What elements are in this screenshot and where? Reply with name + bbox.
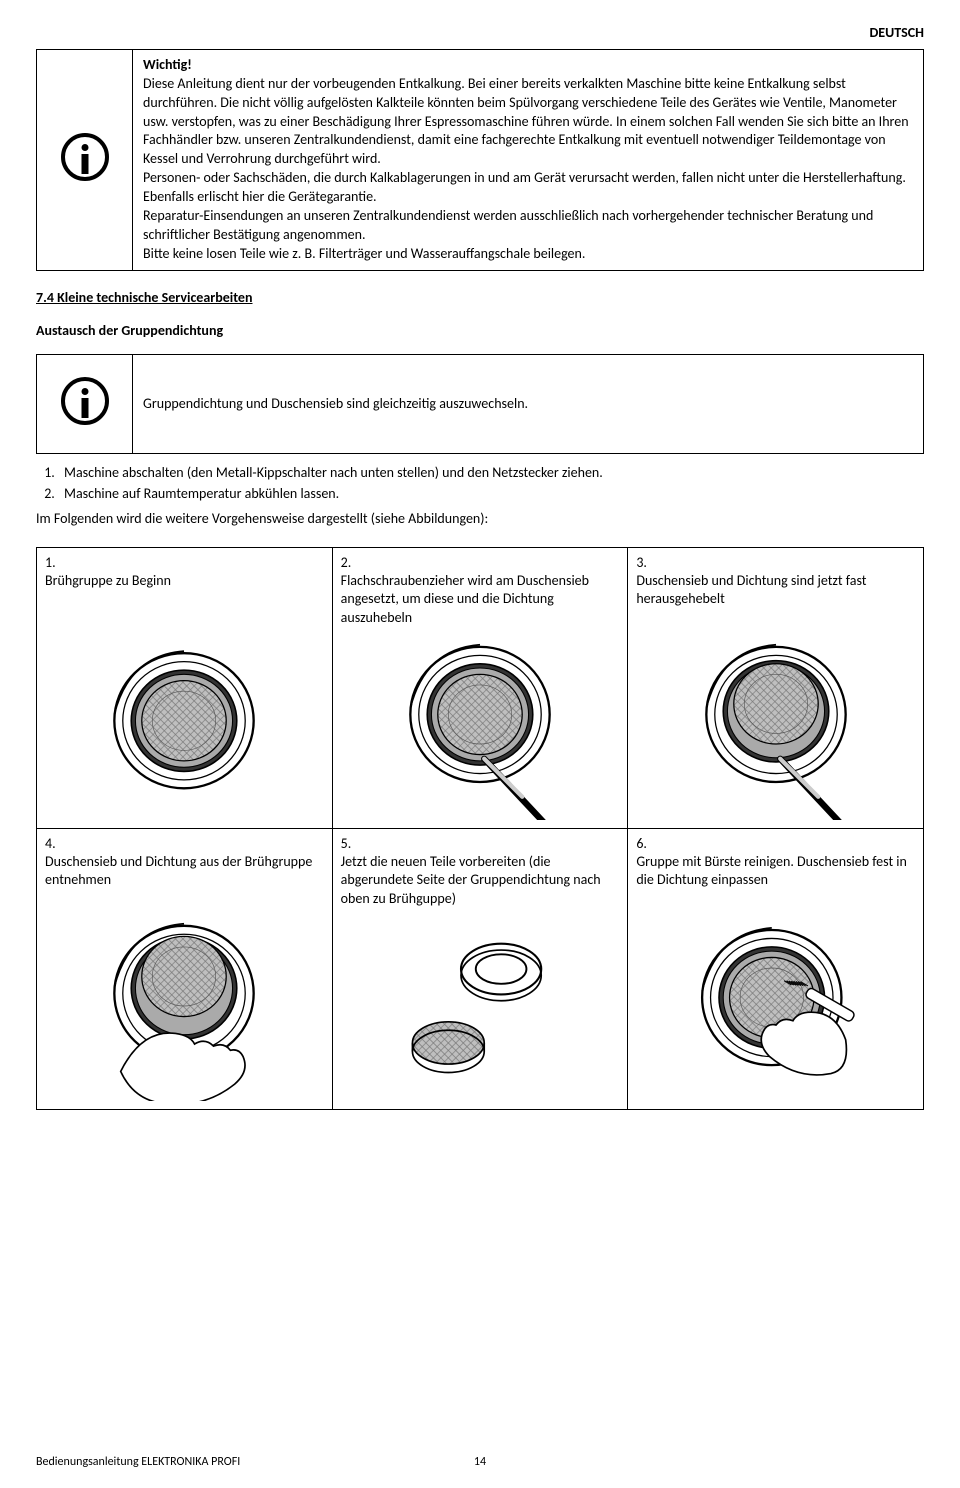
steps-grid: 1. Brühgruppe zu Beginn 2. Flachschraube…	[36, 547, 924, 1110]
list-item: Maschine abschalten (den Metall-Kippscha…	[58, 464, 924, 483]
step-text: Duschensieb und Dichtung sind jetzt fast…	[636, 572, 866, 607]
step-cell: 2. Flachschraubenzieher wird am Duschens…	[333, 548, 629, 829]
step-number: 4.	[45, 835, 56, 852]
followup-text: Im Folgenden wird die weitere Vorgehensw…	[36, 510, 924, 529]
step-label: 6. Gruppe mit Bürste reinigen. Duschensi…	[636, 835, 915, 911]
step-cell: 6. Gruppe mit Bürste reinigen. Duschensi…	[628, 829, 924, 1110]
warning-body: Diese Anleitung dient nur der vorbeugend…	[143, 75, 909, 262]
info-box: Gruppendichtung und Duschensieb sind gle…	[36, 354, 924, 454]
step-label: 3. Duschensieb und Dichtung sind jetzt f…	[636, 554, 915, 630]
step-illustration	[661, 911, 891, 1101]
step-image	[45, 630, 324, 820]
step-cell: 5. Jetzt die neuen Teile vorbereiten (di…	[333, 829, 629, 1110]
page-footer: Bedienungsanleitung ELEKTRONIKA PROFI 14	[36, 1454, 924, 1470]
step-image	[341, 911, 620, 1101]
step-image	[636, 630, 915, 820]
step-text: Gruppe mit Bürste reinigen. Duschensieb …	[636, 853, 907, 888]
warning-box: Wichtig! Diese Anleitung dient nur der v…	[36, 49, 924, 271]
warning-title: Wichtig!	[143, 56, 192, 73]
footer-page-number: 14	[474, 1454, 486, 1470]
step-number: 1.	[45, 554, 56, 571]
step-text: Brühgruppe zu Beginn	[45, 572, 171, 589]
subsection-heading: Austausch der Gruppendichtung	[36, 322, 924, 341]
info-icon-cell	[37, 355, 133, 454]
step-image	[45, 911, 324, 1101]
step-cell: 3. Duschensieb und Dichtung sind jetzt f…	[628, 548, 924, 829]
list-item: Maschine auf Raumtemperatur abkühlen las…	[58, 485, 924, 504]
info-text: Gruppendichtung und Duschensieb sind gle…	[133, 355, 924, 454]
step-illustration	[365, 630, 595, 820]
step-illustration	[69, 630, 299, 820]
info-icon	[61, 377, 109, 425]
warning-icon-cell	[37, 49, 133, 270]
language-header: DEUTSCH	[36, 24, 924, 43]
step-illustration	[365, 911, 595, 1101]
step-number: 5.	[341, 835, 352, 852]
step-text: Jetzt die neuen Teile vorbereiten (die a…	[341, 853, 601, 906]
step-image	[636, 911, 915, 1101]
info-icon	[61, 133, 109, 181]
step-cell: 4. Duschensieb und Dichtung aus der Brüh…	[37, 829, 333, 1110]
step-prep-list: Maschine abschalten (den Metall-Kippscha…	[58, 464, 924, 504]
step-text: Duschensieb und Dichtung aus der Brühgru…	[45, 853, 312, 888]
warning-text-cell: Wichtig! Diese Anleitung dient nur der v…	[133, 49, 924, 270]
step-illustration	[69, 911, 299, 1101]
step-label: 1. Brühgruppe zu Beginn	[45, 554, 324, 630]
section-7-4-heading: 7.4 Kleine technische Servicearbeiten	[36, 289, 924, 308]
step-number: 2.	[341, 554, 352, 571]
step-illustration	[661, 630, 891, 820]
step-label: 2. Flachschraubenzieher wird am Duschens…	[341, 554, 620, 630]
step-label: 5. Jetzt die neuen Teile vorbereiten (di…	[341, 835, 620, 911]
step-label: 4. Duschensieb und Dichtung aus der Brüh…	[45, 835, 324, 911]
footer-left: Bedienungsanleitung ELEKTRONIKA PROFI	[36, 1454, 240, 1470]
step-image	[341, 630, 620, 820]
step-number: 6.	[636, 835, 647, 852]
step-number: 3.	[636, 554, 647, 571]
step-cell: 1. Brühgruppe zu Beginn	[37, 548, 333, 829]
step-text: Flachschraubenzieher wird am Duschensieb…	[341, 572, 589, 625]
